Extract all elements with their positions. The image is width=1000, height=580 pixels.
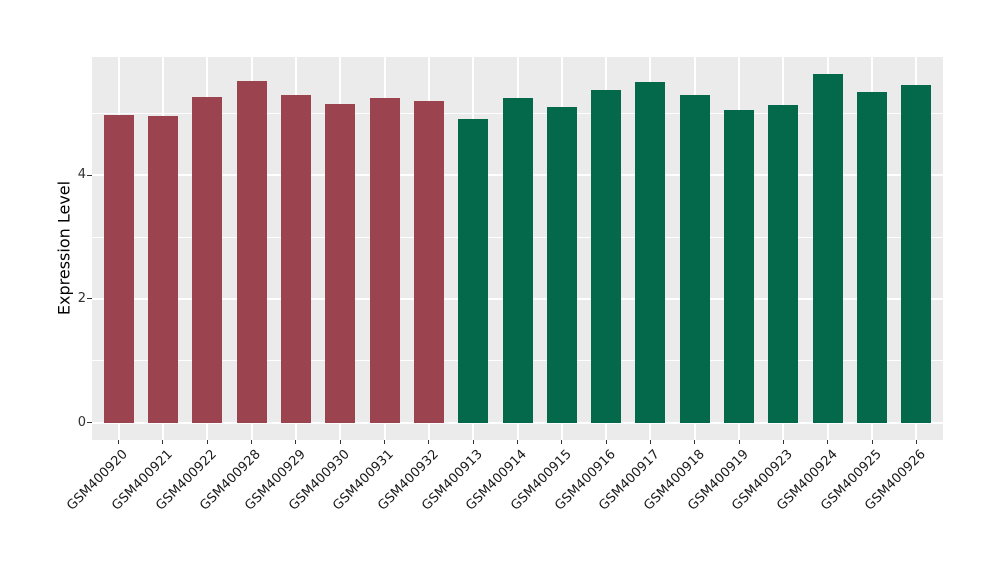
bar-GSM400923 bbox=[768, 104, 799, 423]
bar-GSM400917 bbox=[635, 82, 666, 423]
bar-GSM400922 bbox=[192, 97, 223, 423]
x-tick-mark bbox=[738, 440, 740, 444]
x-tick-mark bbox=[206, 440, 208, 444]
y-tick-label: 2 bbox=[77, 290, 86, 306]
x-tick-mark bbox=[295, 440, 297, 444]
y-tick-mark bbox=[87, 298, 92, 300]
x-tick-mark bbox=[827, 440, 829, 444]
bar-GSM400920 bbox=[103, 114, 134, 423]
x-tick-mark bbox=[649, 440, 651, 444]
x-tick-mark bbox=[428, 440, 430, 444]
bar-GSM400918 bbox=[679, 94, 710, 423]
x-tick-mark bbox=[694, 440, 696, 444]
bar-GSM400932 bbox=[413, 100, 444, 423]
y-tick-label: 4 bbox=[77, 167, 86, 183]
bar-GSM400924 bbox=[812, 74, 843, 423]
x-tick-mark bbox=[871, 440, 873, 444]
x-tick-mark bbox=[384, 440, 386, 444]
bar-GSM400919 bbox=[724, 110, 755, 423]
x-tick-mark bbox=[251, 440, 253, 444]
bar-GSM400921 bbox=[147, 115, 178, 423]
bar-GSM400916 bbox=[591, 90, 622, 423]
x-tick-mark bbox=[605, 440, 607, 444]
bar-GSM400913 bbox=[458, 119, 489, 423]
bar-GSM400928 bbox=[236, 81, 267, 423]
y-tick-mark bbox=[87, 174, 92, 176]
bar-GSM400930 bbox=[325, 104, 356, 423]
y-tick-label: 0 bbox=[77, 414, 86, 430]
x-tick-mark bbox=[517, 440, 518, 444]
x-tick-mark bbox=[339, 440, 341, 444]
bar-GSM400925 bbox=[857, 92, 888, 423]
x-tick-mark bbox=[782, 440, 784, 444]
bar-GSM400929 bbox=[280, 95, 311, 423]
x-tick-mark bbox=[561, 440, 563, 444]
bar-GSM400931 bbox=[369, 97, 400, 423]
plot-panel bbox=[92, 57, 943, 440]
x-tick-mark bbox=[472, 440, 474, 444]
x-tick-mark bbox=[118, 440, 120, 444]
x-tick-mark bbox=[162, 440, 164, 444]
bar-GSM400926 bbox=[901, 85, 932, 423]
bar-GSM400915 bbox=[546, 107, 577, 423]
y-tick-mark bbox=[87, 422, 92, 424]
x-tick-mark bbox=[915, 440, 917, 444]
bar-GSM400914 bbox=[502, 97, 533, 423]
